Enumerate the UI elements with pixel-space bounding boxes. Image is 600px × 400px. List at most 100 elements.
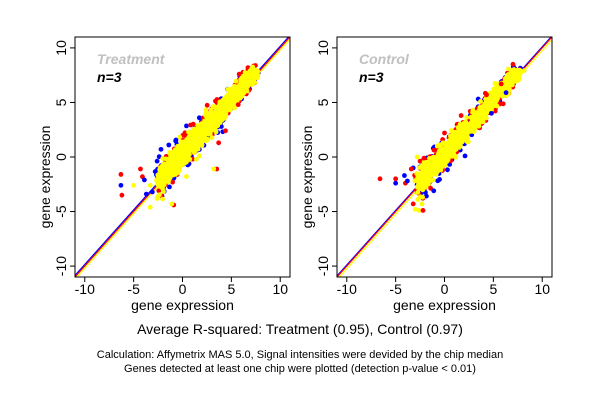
y-axis-label: gene expression xyxy=(299,126,315,229)
data-point xyxy=(170,179,175,185)
data-point xyxy=(254,68,260,74)
data-point xyxy=(443,141,449,147)
panel-treatment: -10 -5 0 5 10 -10 -5 0 5 10 gene expression gene ex… xyxy=(37,36,291,313)
data-point xyxy=(514,68,520,73)
data-point xyxy=(474,113,480,119)
data-point xyxy=(213,129,219,135)
data-point xyxy=(166,172,172,178)
data-point xyxy=(502,81,508,87)
data-point xyxy=(172,158,178,164)
data-point xyxy=(513,73,519,79)
data-point xyxy=(441,152,447,158)
outlier-point xyxy=(169,201,175,207)
outlier-point xyxy=(154,196,160,201)
data-point xyxy=(229,96,235,102)
x-axis-label: gene expression xyxy=(393,297,496,313)
data-point xyxy=(492,108,498,114)
outlier-point xyxy=(138,166,143,172)
data-point xyxy=(186,129,191,135)
outlier-point xyxy=(377,176,383,182)
data-point xyxy=(204,138,210,144)
data-point xyxy=(154,158,160,164)
data-point xyxy=(147,182,153,188)
x-tick-label: 5 xyxy=(227,281,235,297)
y-tick-label: 0 xyxy=(53,153,69,161)
data-point xyxy=(476,122,482,128)
y-tick-label: -5 xyxy=(315,205,331,218)
outlier-point xyxy=(421,155,427,161)
outlier-point xyxy=(211,166,217,172)
data-point xyxy=(156,173,162,179)
y-tick-label: 5 xyxy=(315,98,331,106)
outlier-point xyxy=(119,192,125,198)
data-point xyxy=(229,93,235,98)
data-point xyxy=(445,167,450,173)
data-point xyxy=(167,184,172,190)
x-axis-label: gene expression xyxy=(131,297,234,313)
panel-title: Control xyxy=(359,51,410,67)
outlier-point xyxy=(431,188,437,194)
data-point xyxy=(429,171,435,176)
data-point xyxy=(208,113,214,119)
x-tick-label: -10 xyxy=(75,281,95,297)
x-tick-label: 5 xyxy=(489,281,497,297)
data-point xyxy=(495,86,500,91)
data-point xyxy=(186,151,192,156)
data-point xyxy=(237,85,243,91)
data-point xyxy=(161,168,167,174)
data-point xyxy=(185,143,191,148)
data-point xyxy=(200,135,206,141)
data-point xyxy=(478,99,483,104)
data-point xyxy=(160,156,166,161)
data-point xyxy=(487,104,493,110)
x-tick-label: -10 xyxy=(337,281,357,297)
r-squared-summary: Average R-squared: Treatment (0.95), Con… xyxy=(137,321,463,337)
data-point xyxy=(202,128,208,134)
data-point xyxy=(438,167,444,173)
outlier-point xyxy=(118,182,124,188)
data-point xyxy=(464,131,470,137)
outlier-point xyxy=(158,146,164,152)
data-point xyxy=(205,125,211,131)
outlier-point xyxy=(118,172,124,177)
data-point xyxy=(459,131,465,137)
sample-size-label: n=3 xyxy=(97,69,122,85)
x-tick-label: 10 xyxy=(272,281,288,297)
data-point xyxy=(189,140,194,146)
outlier-point xyxy=(141,177,147,183)
data-point xyxy=(464,115,470,120)
outlier-point xyxy=(131,182,137,188)
data-point xyxy=(167,165,172,171)
data-point xyxy=(217,99,223,105)
data-point xyxy=(218,111,224,117)
x-tick-label: -5 xyxy=(127,281,140,297)
x-tick-label: 10 xyxy=(534,281,550,297)
data-point xyxy=(193,156,199,162)
outlier-point xyxy=(166,142,172,148)
sample-size-label: n=3 xyxy=(359,69,384,85)
data-point xyxy=(202,120,208,126)
data-point xyxy=(494,98,500,103)
data-point xyxy=(157,184,163,189)
data-point xyxy=(510,61,516,67)
outlier-point xyxy=(442,130,447,136)
data-point xyxy=(242,85,248,91)
data-point xyxy=(424,193,429,199)
data-point xyxy=(248,68,254,74)
data-point xyxy=(467,122,473,128)
data-point xyxy=(484,109,490,115)
data-point xyxy=(479,111,485,116)
data-point xyxy=(416,175,422,181)
outlier-point xyxy=(489,110,494,116)
y-tick-label: -10 xyxy=(53,256,69,276)
data-point xyxy=(420,175,425,181)
data-point xyxy=(218,124,224,129)
data-point xyxy=(215,104,221,110)
outlier-point xyxy=(498,81,504,87)
data-point xyxy=(431,147,437,153)
data-point xyxy=(154,177,159,183)
data-point xyxy=(235,96,241,102)
data-point xyxy=(242,79,248,85)
data-point xyxy=(444,159,450,164)
